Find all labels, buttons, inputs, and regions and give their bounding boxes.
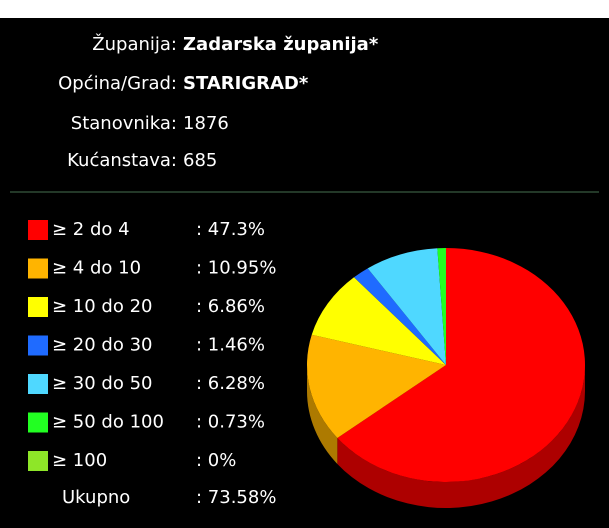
total-value: : 73.58% [196, 487, 276, 508]
info-label: Županija: [92, 33, 177, 55]
pie-slice [307, 334, 446, 438]
legend-label: ≥ 2 do 4 [52, 219, 130, 240]
pie-side [307, 365, 338, 464]
legend-swatch [28, 220, 48, 240]
info-label: Kućanstava: [67, 150, 177, 171]
legend-swatch [28, 374, 48, 394]
legend-value: : 10.95% [196, 258, 276, 279]
pie-slice [337, 248, 586, 483]
total-name: Ukupno [62, 487, 130, 508]
legend-label: ≥ 20 do 30 [52, 335, 153, 356]
info-value: Zadarska županija* [183, 34, 379, 55]
info-value: 1876 [183, 113, 229, 134]
info-value: 685 [183, 150, 217, 171]
legend-value: : 0% [196, 450, 236, 471]
pie-side [337, 365, 585, 509]
legend-label: ≥ 10 do 20 [52, 296, 153, 317]
top-strip [0, 0, 609, 18]
legend-label: ≥ 30 do 50 [52, 373, 153, 394]
legend-value: : 6.86% [196, 296, 265, 317]
legend-swatch [28, 297, 48, 317]
info-value: STARIGRAD* [183, 73, 309, 94]
info-label: Stanovnika: [71, 113, 177, 134]
legend-swatch [28, 451, 48, 471]
pie-slice [437, 248, 446, 365]
legend-label: ≥ 50 do 100 [52, 412, 164, 433]
legend-swatch [28, 412, 48, 433]
legend-value: : 47.3% [196, 219, 265, 240]
info-label: Općina/Grad: [58, 73, 177, 94]
legend-label: ≥ 4 do 10 [52, 258, 141, 279]
pie-slice [354, 268, 446, 365]
legend-value: : 0.73% [196, 412, 265, 433]
legend-swatch [28, 258, 48, 279]
legend-swatch [28, 335, 48, 356]
legend-value: : 6.28% [196, 373, 265, 394]
legend-value: : 1.46% [196, 335, 265, 356]
legend-label: ≥ 100 [52, 450, 107, 471]
pie-slice [367, 248, 446, 365]
pie-slice [311, 277, 446, 365]
